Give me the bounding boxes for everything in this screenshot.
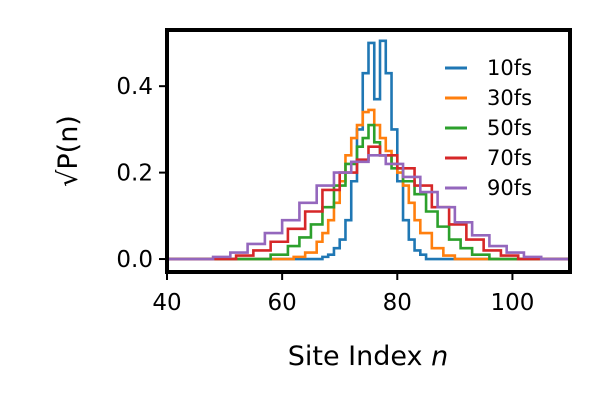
series-layer [167, 39, 570, 261]
x-tick-label: 40 [152, 290, 181, 316]
legend-label: 10fs [487, 56, 532, 80]
legend-item-70fs: 70fs [445, 146, 532, 170]
legend: 10fs 30fs 50fs 70fs 90fs [445, 56, 532, 200]
plot-frame [165, 28, 572, 274]
x-axis-label-text: Site Index [288, 341, 423, 372]
y-tick-label: 0.2 [116, 161, 153, 187]
legend-item-30fs: 30fs [445, 86, 532, 110]
x-tick-label: 100 [490, 290, 534, 316]
series-line-10fs [167, 39, 570, 261]
y-tick-label: 0.0 [116, 247, 153, 273]
series-line-50fs [167, 123, 570, 261]
legend-label: 70fs [487, 146, 532, 170]
x-axis: 40 60 80 100 [152, 272, 534, 316]
series-line-90fs [167, 154, 570, 261]
legend-item-50fs: 50fs [445, 116, 532, 140]
legend-item-90fs: 90fs [445, 176, 532, 200]
x-axis-label: Site Index n [288, 341, 448, 372]
legend-label: 30fs [487, 86, 532, 110]
y-axis-label: √P(n) [53, 115, 84, 187]
x-axis-label-var: n [431, 341, 448, 372]
legend-item-10fs: 10fs [445, 56, 532, 80]
legend-label: 90fs [487, 176, 532, 200]
series-line-70fs [167, 145, 570, 261]
y-tick-label: 0.4 [116, 74, 153, 100]
y-axis: 0.0 0.2 0.4 [116, 74, 167, 273]
x-tick-label: 60 [268, 290, 297, 316]
legend-label: 50fs [487, 116, 532, 140]
series-line-30fs [167, 108, 570, 261]
x-tick-label: 80 [383, 290, 412, 316]
